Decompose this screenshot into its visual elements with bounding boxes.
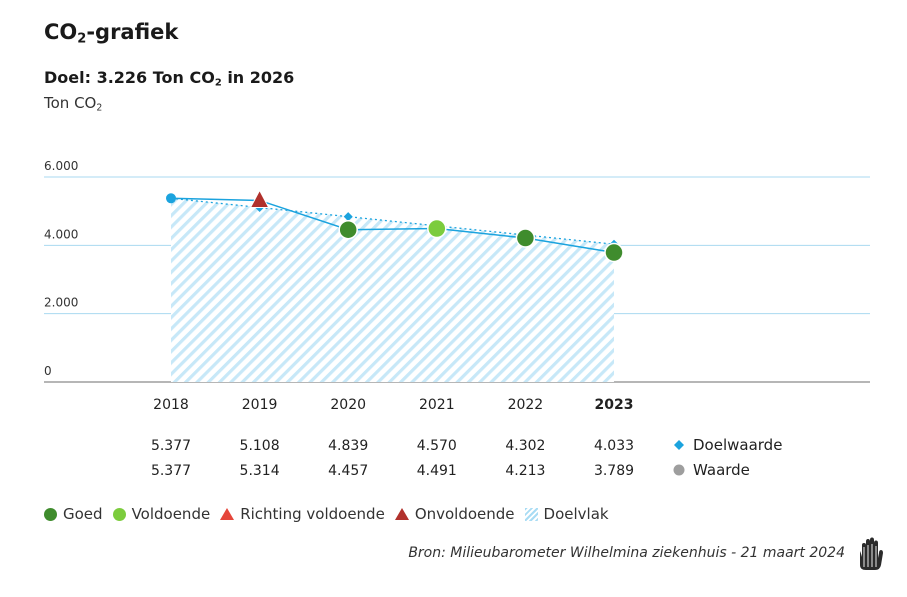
y-tick-label: 6.000	[44, 159, 78, 173]
data-label: 4.491	[417, 463, 457, 479]
value-point	[166, 193, 176, 204]
data-label: 5.377	[151, 438, 191, 454]
source-note: Bron: Milieubarometer Wilhelmina ziekenh…	[408, 545, 845, 561]
legend-item: Richting voldoende	[220, 505, 385, 523]
legend-label: Richting voldoende	[240, 505, 385, 523]
legend-label: Onvoldoende	[414, 505, 515, 523]
data-label: 3.789	[594, 463, 634, 479]
value-point-goed	[604, 242, 624, 263]
data-label: 4.213	[505, 463, 545, 479]
dot-icon	[112, 507, 126, 521]
hatch-icon	[524, 507, 538, 521]
hand-icon	[860, 537, 883, 570]
triangle-icon	[220, 508, 235, 520]
dot-icon	[44, 507, 57, 521]
goal-subtitle: Doel: 3.226 Ton CO2 in 2026	[44, 68, 295, 89]
legend-label: Doelvlak	[543, 505, 609, 523]
legend-item: Goed	[44, 505, 103, 523]
value-point-goed	[515, 228, 536, 248]
y-tick-label: 4.000	[44, 227, 78, 241]
data-label: 4.570	[417, 438, 457, 454]
data-label: 4.302	[505, 438, 545, 454]
data-label: 4.839	[328, 438, 368, 454]
chart-title: CO2-grafiek	[44, 20, 179, 47]
legend-series-label: Waarde	[693, 461, 750, 479]
value-point-goed	[338, 219, 358, 240]
value-point-onvoldoende	[249, 189, 270, 208]
target-area	[171, 198, 614, 382]
legend-item: Onvoldoende	[394, 505, 515, 523]
x-tick-label: 2020	[330, 397, 366, 413]
data-label: 4.033	[594, 438, 634, 454]
co2-line-chart: 0 2.000 4.000 6.000 2018 2019 2020 2021 2022 202…	[44, 159, 870, 479]
legend-dot-icon	[673, 464, 685, 476]
data-label: 5.314	[240, 463, 280, 479]
x-tick-label: 2018	[153, 397, 189, 413]
legend-diamond-icon	[674, 440, 684, 450]
triangle-icon	[394, 508, 409, 520]
x-tick-label: 2022	[508, 397, 544, 413]
legend-item: Doelvlak	[524, 505, 609, 523]
y-tick-label: 0	[44, 364, 52, 378]
x-tick-label: 2021	[419, 397, 455, 413]
series-line-doelwaarde	[170, 197, 615, 245]
value-point-voldoende	[427, 218, 447, 239]
legend-item: Voldoende	[112, 505, 211, 523]
y-tick-label: 2.000	[44, 296, 78, 310]
legend-label: Voldoende	[131, 505, 211, 523]
legend-series-label: Doelwaarde	[693, 436, 782, 454]
status-legend: Goed Voldoende Richting voldoende Onvoldoen…	[44, 505, 619, 523]
x-tick-label: 2019	[242, 397, 278, 413]
data-label: 5.108	[240, 438, 280, 454]
target-point	[343, 212, 353, 222]
legend-label: Goed	[63, 505, 103, 523]
series-line-waarde	[170, 197, 615, 254]
y-axis-unit: Ton CO2	[44, 94, 103, 114]
data-label: 5.377	[151, 463, 191, 479]
x-tick-label: 2023	[595, 397, 634, 413]
data-label: 4.457	[328, 463, 368, 479]
